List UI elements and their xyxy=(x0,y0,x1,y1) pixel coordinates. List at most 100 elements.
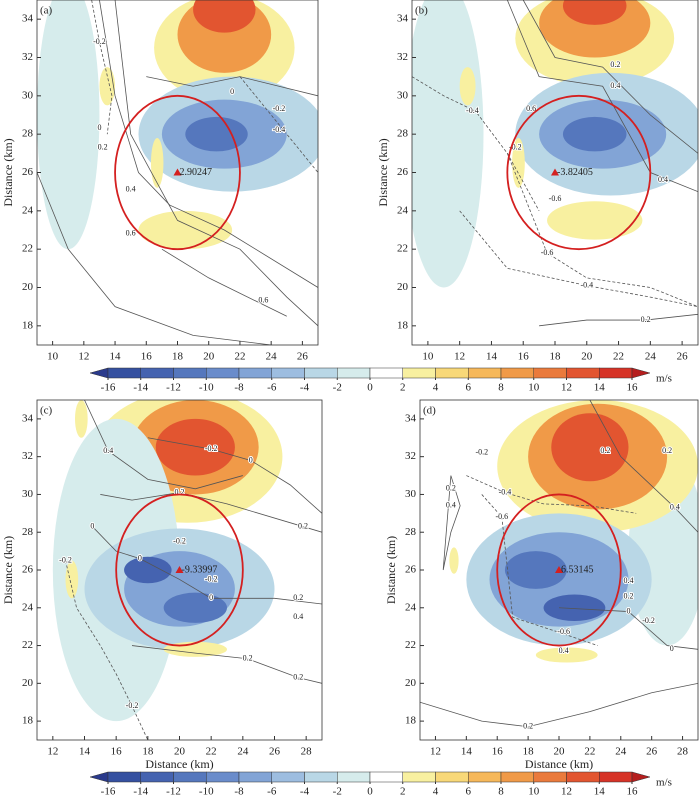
x-tick-label: 16 xyxy=(518,351,530,363)
contour-label: 0.2 xyxy=(446,484,456,493)
y-tick-label: 18 xyxy=(405,715,417,727)
colorbar-swatch xyxy=(141,368,174,378)
colorbar-tick-label: -14 xyxy=(133,382,148,394)
x-tick-label: 26 xyxy=(646,746,658,758)
colorbar-tick-label: -10 xyxy=(199,786,214,798)
y-tick-label: 24 xyxy=(397,204,409,216)
contour-label: 0.2 xyxy=(298,521,308,530)
colorbar-swatch xyxy=(272,368,305,378)
y-tick-label: 28 xyxy=(22,526,34,538)
contour-label: 0 xyxy=(230,87,234,96)
colorbar-tick-label: -12 xyxy=(166,786,181,798)
colorbar-swatch xyxy=(501,772,534,782)
shaded-region xyxy=(460,67,476,105)
colorbar-tick-label: -2 xyxy=(333,382,342,394)
colorbar-swatch xyxy=(468,368,501,378)
contour-label: 0.4 xyxy=(126,185,136,194)
contour-label: -0.2 xyxy=(173,536,186,545)
contour-label: 0.4 xyxy=(103,446,113,455)
y-tick-label: 22 xyxy=(22,639,33,651)
y-tick-label: 20 xyxy=(397,281,409,293)
contour-label: 0 xyxy=(249,455,253,464)
x-tick-label: 22 xyxy=(234,351,245,363)
shaded-region xyxy=(547,201,642,239)
contour-label: -0.6 xyxy=(557,627,570,636)
x-tick-label: 22 xyxy=(206,746,217,758)
y-axis-label: Distance (km) xyxy=(376,138,390,206)
y-tick-label: 30 xyxy=(22,488,34,500)
contour-label: 0.2 xyxy=(610,60,620,69)
shaded-region xyxy=(164,593,227,623)
contour-label: -0.2 xyxy=(59,555,72,564)
contour-label: 0.2 xyxy=(662,446,672,455)
colorbar-swatch xyxy=(272,772,305,782)
colorbar-tick-label: -2 xyxy=(333,786,342,798)
contour-label: 0.2 xyxy=(98,142,108,151)
shaded-region xyxy=(99,67,115,105)
contour-label: 0.2 xyxy=(243,654,253,663)
colorbar-swatch xyxy=(239,368,272,378)
colorbar-swatch xyxy=(403,368,436,378)
contour-label: 0.4 xyxy=(624,576,634,585)
colorbar-swatch xyxy=(141,772,174,782)
colorbar-tick-label: -4 xyxy=(300,382,310,394)
colorbar-swatch xyxy=(206,368,239,378)
y-tick-label: 24 xyxy=(22,204,34,216)
contour-label: -0.2 xyxy=(126,701,139,710)
colorbar-tick-label: 0 xyxy=(367,382,373,394)
contour-label: 0.2 xyxy=(641,315,651,324)
colorbar-swatch xyxy=(403,772,436,782)
x-axis-label: Distance (km) xyxy=(525,757,593,771)
colorbar-swatch xyxy=(534,772,567,782)
x-tick-label: 22 xyxy=(613,351,624,363)
x-tick-label: 20 xyxy=(174,746,186,758)
x-tick-label: 28 xyxy=(301,746,313,758)
x-tick-label: 12 xyxy=(430,746,441,758)
y-tick-label: 32 xyxy=(405,450,416,462)
contour-label: 0.4 xyxy=(559,646,569,655)
x-tick-label: 24 xyxy=(266,351,278,363)
colorbar-tick-label: -8 xyxy=(234,382,244,394)
colorbar-swatch xyxy=(501,368,534,378)
colorbar-swatch xyxy=(239,772,272,782)
y-tick-label: 32 xyxy=(22,51,33,63)
contour-label: -0.2 xyxy=(93,37,106,46)
colorbar-tick-label: 8 xyxy=(498,786,504,798)
panel-label: (b) xyxy=(415,5,428,17)
colorbar-swatch xyxy=(174,772,207,782)
colorbar-swatch xyxy=(468,772,501,782)
y-tick-label: 30 xyxy=(397,89,409,101)
shaded-region xyxy=(544,595,606,621)
center-value: -9.33997 xyxy=(182,564,218,575)
colorbar-tick-label: 2 xyxy=(400,382,406,394)
contour-label: 0 xyxy=(209,593,213,602)
y-tick-label: 20 xyxy=(22,677,34,689)
center-value: 2.90247 xyxy=(180,167,213,178)
contour-label: -0.2 xyxy=(205,444,218,453)
colorbar-unit: m/s xyxy=(656,373,672,385)
y-tick-label: 34 xyxy=(397,13,409,25)
plot-area: -0.20-0.2-0.400.20.40.60.62.90247 xyxy=(37,0,326,345)
y-tick-label: 24 xyxy=(22,601,34,613)
contour-label: -0.4 xyxy=(499,487,512,496)
colorbar-tick-label: -6 xyxy=(267,786,277,798)
colorbar-tick-label: 10 xyxy=(528,382,540,394)
colorbar-swatch xyxy=(305,772,338,782)
contour-label: 0 xyxy=(138,553,142,562)
contour-label: 0.4 xyxy=(670,502,680,511)
y-tick-label: 26 xyxy=(22,564,34,576)
colorbar-tick-label: 0 xyxy=(367,786,373,798)
colorbar-swatch xyxy=(436,368,469,378)
contour-label: 0.2 xyxy=(293,593,303,602)
y-tick-label: 18 xyxy=(22,715,34,727)
contour-label: -0.2 xyxy=(475,448,488,457)
y-tick-label: 22 xyxy=(397,243,408,255)
colorbar-swatch xyxy=(174,368,207,378)
contour-label: 0.4 xyxy=(610,81,620,90)
panel-label: (d) xyxy=(423,405,436,417)
colorbar-tick-label: 4 xyxy=(433,382,439,394)
colorbar-tick-label: 12 xyxy=(561,382,572,394)
y-tick-label: 34 xyxy=(22,412,34,424)
contour-label: -0.4 xyxy=(273,125,286,134)
colorbar-arrow xyxy=(632,368,650,378)
